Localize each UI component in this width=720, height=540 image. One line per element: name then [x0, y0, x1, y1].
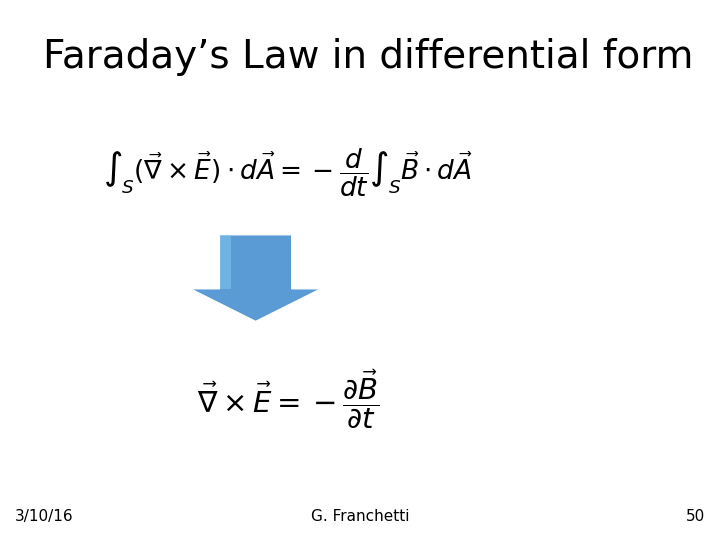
Text: $\vec{\nabla} \times \vec{E} = -\dfrac{\partial \vec{B}}{\partial t}$: $\vec{\nabla} \times \vec{E} = -\dfrac{\… — [197, 368, 379, 431]
Polygon shape — [220, 235, 231, 289]
Text: 3/10/16: 3/10/16 — [14, 509, 73, 524]
Text: G. Franchetti: G. Franchetti — [311, 509, 409, 524]
Text: Faraday’s Law in differential form: Faraday’s Law in differential form — [43, 38, 693, 76]
Polygon shape — [191, 235, 320, 321]
Text: $\int_S (\vec{\nabla} \times \vec{E}) \cdot d\vec{A} = -\dfrac{d}{dt} \int_S \ve: $\int_S (\vec{\nabla} \times \vec{E}) \c… — [103, 147, 473, 199]
Text: 50: 50 — [686, 509, 706, 524]
